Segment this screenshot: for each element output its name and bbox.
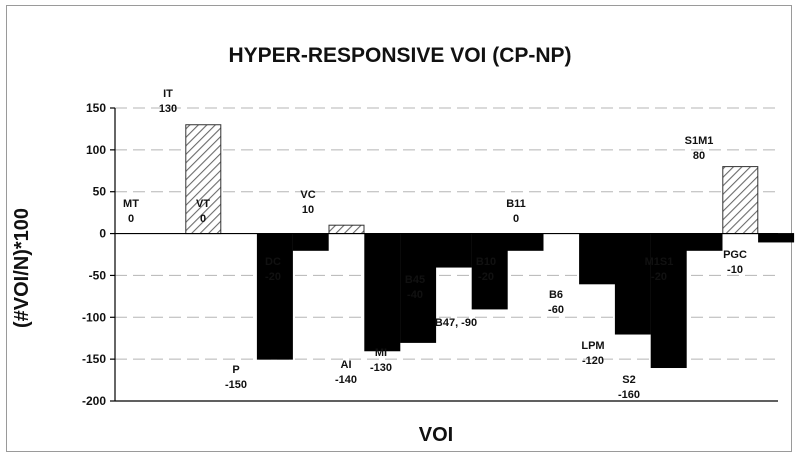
data-label: MI [375, 347, 387, 359]
data-label: 0 [128, 213, 134, 225]
y-tick-labels: 150 100 50 0 -50 -100 -150 -200 [82, 101, 106, 408]
y-tick-label: 50 [93, 185, 107, 199]
bar-pgc [758, 233, 795, 243]
data-label: IT [163, 88, 173, 100]
y-tick-label: -200 [82, 394, 106, 408]
bar-p [256, 233, 293, 360]
data-label: B45 [405, 274, 425, 286]
data-label: -20 [651, 271, 667, 283]
y-tick-label: 150 [86, 101, 106, 115]
data-label: -150 [225, 379, 247, 391]
data-label: B11 [506, 198, 526, 210]
data-label: AI [341, 359, 352, 371]
data-label: 10 [302, 204, 314, 216]
bar-ai [364, 233, 401, 352]
data-label: S1M1 [685, 135, 714, 147]
data-labels: MT 0 IT 130 VT 0 P -150 DC -20 VC 10 AI -140 MI -130 B45… [123, 88, 747, 401]
data-label: MT [123, 198, 139, 210]
data-label: LPM [581, 340, 604, 352]
bar-dc [292, 233, 329, 251]
data-label: B10 [476, 256, 496, 268]
bar-b47 [471, 233, 508, 310]
axes [110, 107, 778, 402]
chart-frame [6, 5, 792, 452]
x-axis-title: VOI [419, 424, 453, 446]
y-tick-label: 100 [86, 143, 106, 157]
data-label: -60 [548, 304, 564, 316]
bar-b10 [507, 233, 544, 251]
y-tick-label: -150 [82, 352, 106, 366]
data-label: PGC [723, 249, 747, 261]
data-label: VC [300, 189, 315, 201]
data-label: -20 [478, 271, 494, 283]
data-label: 80 [693, 150, 705, 162]
data-label: -120 [582, 355, 604, 367]
data-label: B6 [549, 289, 563, 301]
gridlines [115, 107, 778, 360]
data-label: DC [265, 256, 281, 268]
data-label: -10 [727, 264, 743, 276]
y-tick-label: -50 [89, 268, 107, 282]
y-axis-title: (#VOI/N)*100 [11, 208, 33, 328]
data-label: -160 [618, 389, 640, 401]
chart-title: HYPER-RESPONSIVE VOI (CP-NP) [228, 44, 571, 67]
data-label: M1S1 [645, 256, 674, 268]
data-label: 0 [513, 213, 519, 225]
data-label: -40 [407, 289, 423, 301]
data-label: S2 [622, 374, 635, 386]
bar-s1m1 [722, 166, 759, 235]
bar-lpm [614, 233, 651, 335]
bar-b45 [435, 233, 472, 268]
bar-mi [400, 233, 437, 343]
bar-vc [328, 224, 365, 235]
y-tick-label: 0 [99, 227, 106, 241]
data-label: P [232, 364, 239, 376]
data-label: B47, -90 [435, 317, 477, 329]
bar-s2 [650, 233, 687, 369]
bar-b6 [579, 233, 616, 285]
data-label: 130 [159, 103, 177, 115]
bars [185, 124, 795, 369]
data-label: -130 [370, 362, 392, 374]
data-label: -20 [265, 271, 281, 283]
y-tick-label: -100 [82, 310, 106, 324]
data-label: 0 [200, 213, 206, 225]
bar-m1s1 [686, 233, 723, 251]
data-label: -140 [335, 374, 357, 386]
data-label: VT [196, 198, 210, 210]
